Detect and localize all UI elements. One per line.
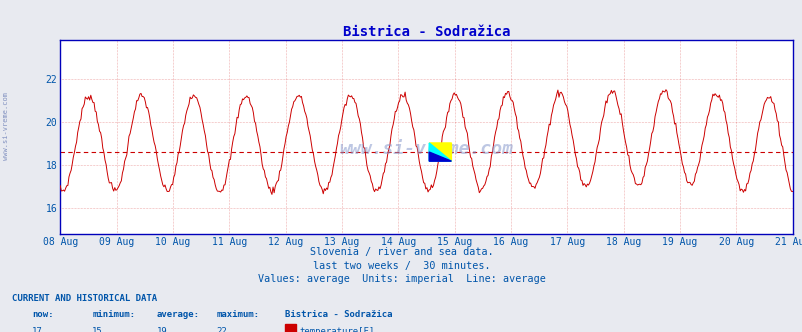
Text: www.si-vreme.com: www.si-vreme.com <box>339 139 512 158</box>
Polygon shape <box>429 143 451 161</box>
Text: CURRENT AND HISTORICAL DATA: CURRENT AND HISTORICAL DATA <box>12 294 157 303</box>
Text: maximum:: maximum: <box>217 310 260 319</box>
Polygon shape <box>429 143 451 161</box>
Text: minimum:: minimum: <box>92 310 136 319</box>
Text: 17: 17 <box>32 327 43 332</box>
Text: 22: 22 <box>217 327 227 332</box>
Text: Bistrica - Sodražica: Bistrica - Sodražica <box>285 310 392 319</box>
Text: 19: 19 <box>156 327 167 332</box>
Title: Bistrica - Sodražica: Bistrica - Sodražica <box>342 25 509 39</box>
Text: now:: now: <box>32 310 54 319</box>
Text: temperature[F]: temperature[F] <box>299 327 375 332</box>
Text: Slovenia / river and sea data.: Slovenia / river and sea data. <box>310 247 492 257</box>
Text: 15: 15 <box>92 327 103 332</box>
Text: Values: average  Units: imperial  Line: average: Values: average Units: imperial Line: av… <box>257 274 545 284</box>
Text: last two weeks /  30 minutes.: last two weeks / 30 minutes. <box>312 261 490 271</box>
Text: average:: average: <box>156 310 200 319</box>
Polygon shape <box>429 152 451 161</box>
Text: www.si-vreme.com: www.si-vreme.com <box>3 92 10 160</box>
